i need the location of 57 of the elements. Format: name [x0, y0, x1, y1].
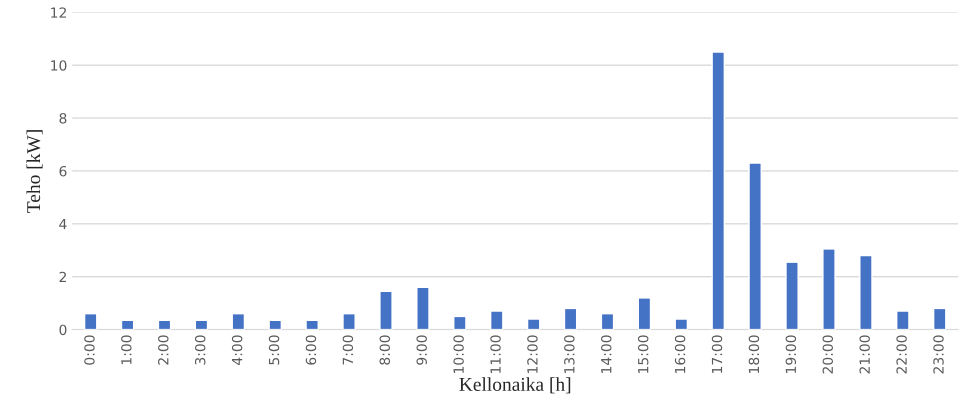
bar [600, 313, 614, 330]
x-tick-label: 0:00 [84, 335, 95, 365]
x-tick-label: 10:00 [453, 335, 464, 373]
bar [232, 313, 246, 330]
bar [268, 320, 282, 330]
y-tick-label: 12 [51, 7, 66, 18]
x-tick-label: 21:00 [859, 335, 870, 374]
bar [453, 316, 467, 330]
x-tick-label: 12:00 [527, 335, 538, 373]
x-tick-label: 19:00 [786, 335, 796, 373]
x-tick-label: 16:00 [674, 335, 686, 373]
x-tick-label: 2:00 [158, 335, 169, 365]
x-tick-label: 13:00 [564, 335, 575, 373]
bar [932, 308, 947, 330]
x-tick-label: 14:00 [601, 335, 612, 373]
bar [526, 318, 540, 330]
bar [859, 254, 873, 330]
y-axis-title: Teho [kW] [26, 130, 43, 213]
x-tick-label: 22:00 [896, 335, 907, 374]
x-tick-label: 7:00 [342, 335, 354, 365]
bar [822, 248, 836, 330]
y-tick-label: 2 [60, 272, 66, 282]
y-tick-label: 0 [59, 324, 66, 336]
y-tick-label: 6 [59, 166, 66, 176]
bar [158, 320, 172, 330]
bar [194, 320, 208, 330]
x-tick-label: 20:00 [822, 335, 834, 374]
bar [490, 310, 504, 330]
bar [305, 320, 319, 330]
bar [564, 308, 578, 330]
x-tick-label: 17:00 [712, 335, 722, 373]
bar [120, 320, 134, 330]
bar [84, 313, 98, 330]
x-tick-label: 15:00 [638, 335, 648, 373]
bar [638, 297, 652, 330]
x-tick-label: 8:00 [380, 335, 390, 365]
bar [785, 261, 799, 330]
x-tick-label: 5:00 [268, 335, 280, 365]
y-tick-label: 4 [59, 219, 67, 230]
x-tick-label: 9:00 [416, 335, 427, 365]
x-tick-label: 18:00 [748, 335, 760, 373]
bar [342, 313, 356, 330]
bar [674, 318, 688, 330]
x-tick-label: 6:00 [306, 335, 316, 365]
x-tick-label: 4:00 [232, 335, 242, 365]
bar [896, 310, 910, 330]
x-tick-label: 3:00 [194, 335, 206, 365]
bar [416, 286, 430, 330]
y-tick-label: 8 [59, 113, 66, 124]
x-axis-title: Kellonaika [h] [459, 377, 570, 394]
y-tick-label: 10 [51, 60, 66, 71]
bar [711, 51, 726, 330]
x-tick-label: 1:00 [121, 335, 132, 364]
bar [748, 162, 762, 330]
x-tick-label: 11:00 [490, 335, 501, 373]
bar [379, 290, 393, 330]
x-tick-label: 23:00 [933, 335, 944, 374]
